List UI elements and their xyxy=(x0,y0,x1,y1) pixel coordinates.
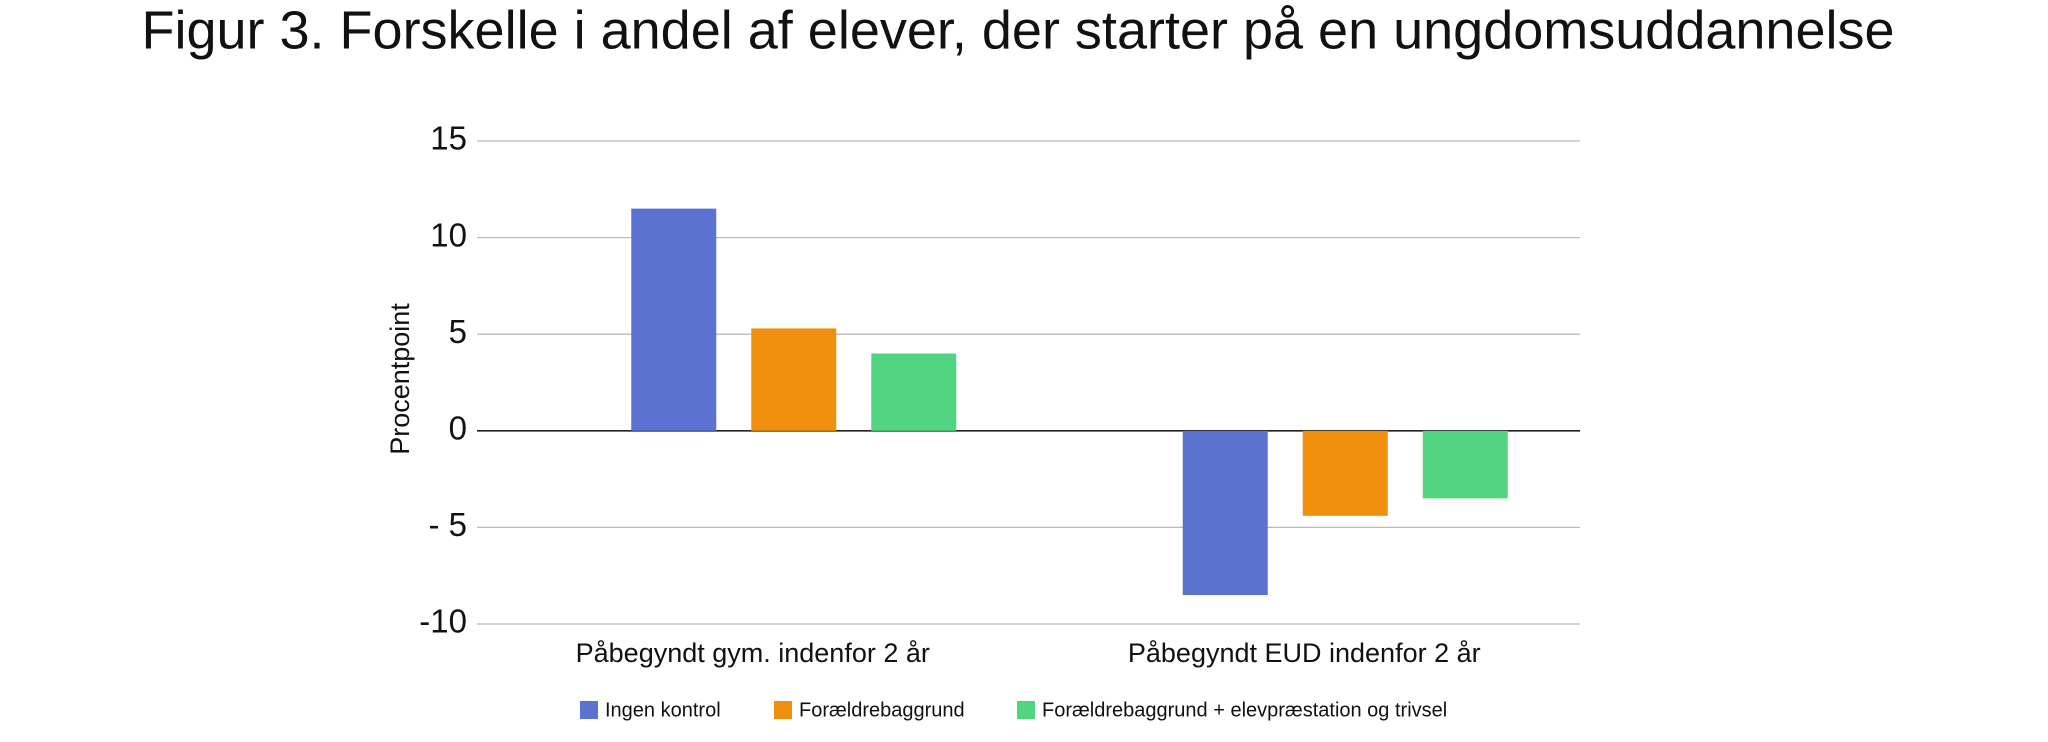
bar xyxy=(1182,430,1268,596)
bar xyxy=(1422,430,1508,499)
x-tick-label: Påbegyndt gym. indenfor 2 år xyxy=(576,638,930,668)
bar xyxy=(1302,430,1388,516)
y-tick-label: 15 xyxy=(430,120,467,157)
x-tick-label: Påbegyndt EUD indenfor 2 år xyxy=(1128,638,1481,668)
legend-swatch xyxy=(1017,701,1035,719)
y-tick-label: -10 xyxy=(419,603,467,640)
chart-title: Figur 3. Forskelle i andel af elever, de… xyxy=(141,0,1894,60)
y-tick-label: 10 xyxy=(430,216,467,253)
legend-label: Forældrebaggrund + elevpræstation og tri… xyxy=(1042,699,1447,721)
bar xyxy=(751,328,837,431)
legend-label: Forældrebaggrund xyxy=(799,699,965,721)
legend-label: Ingen kontrol xyxy=(605,699,721,721)
bar xyxy=(871,353,957,431)
legend-swatch xyxy=(774,701,792,719)
bar xyxy=(631,208,717,431)
y-tick-label: 5 xyxy=(449,313,467,350)
y-tick-label: - 5 xyxy=(428,506,467,543)
legend-swatch xyxy=(580,701,598,719)
y-axis-label: Procentpoint xyxy=(385,303,415,455)
y-tick-label: 0 xyxy=(449,410,467,447)
